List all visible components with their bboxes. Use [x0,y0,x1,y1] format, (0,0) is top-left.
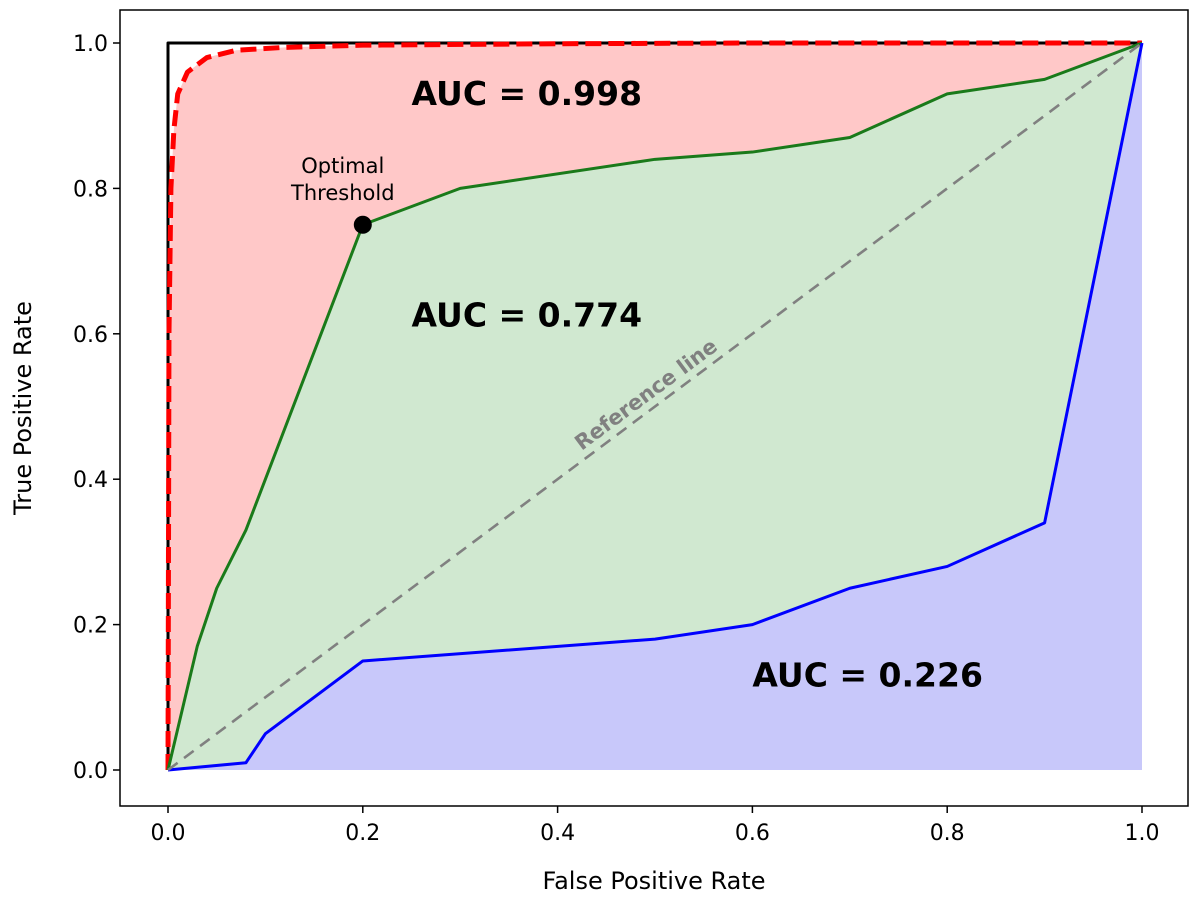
plot-frame [119,9,1189,807]
x-axis-ticks: 0.0 0.2 0.4 0.6 0.8 1.0 [151,806,1160,846]
x-tick-label: 0.0 [151,821,186,846]
blue-roc-curve [167,42,1144,772]
y-tick-label: 0.8 [73,177,108,202]
x-tick-label: 0.8 [930,821,965,846]
y-tick-label: 0.4 [73,468,108,493]
auc-label-red: AUC = 0.998 [412,74,643,113]
x-tick-label: 0.2 [345,821,380,846]
red-roc-curve [165,40,1142,771]
green-roc-curve [166,41,1143,771]
y-axis-label: True Positive Rate [9,301,37,516]
x-tick-label: 0.6 [735,821,770,846]
lines-layer [165,40,1144,772]
optimal-threshold-label-line1: Optimal [301,154,384,178]
auc-label-green: AUC = 0.774 [412,296,643,335]
blue-auc-area [168,43,1142,770]
y-tick-label: 0.2 [73,614,108,639]
x-axis-label: False Positive Rate [542,867,765,895]
x-tick-label: 1.0 [1125,821,1160,846]
reference-line [167,41,1143,772]
y-tick-label: 0.0 [73,759,108,784]
optimal-threshold-point [353,215,372,234]
red-auc-area [168,43,1142,770]
y-axis-ticks: 0.0 0.2 0.4 0.6 0.8 1.0 [73,32,120,784]
y-tick-label: 1.0 [73,32,108,57]
optimal-threshold-label-line2: Threshold [290,181,395,205]
x-tick-label: 0.4 [540,821,575,846]
auc-label-blue: AUC = 0.226 [752,655,983,694]
y-tick-label: 0.6 [73,323,108,348]
